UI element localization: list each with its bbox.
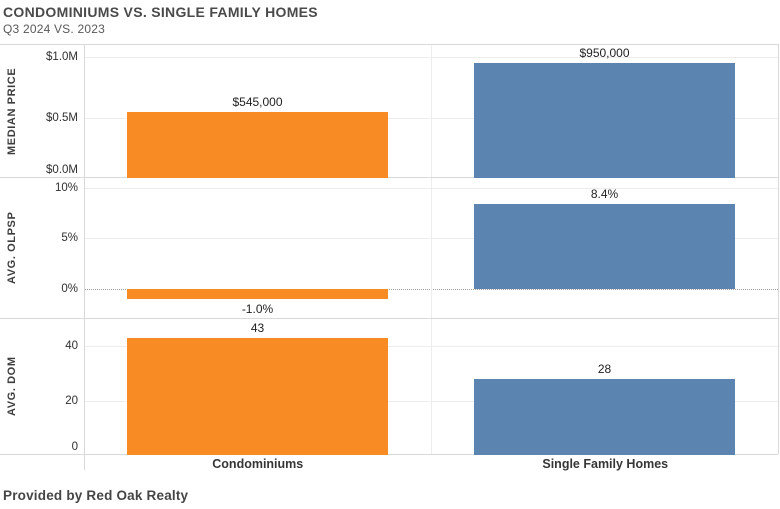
y-tick-label: $0.0M <box>46 164 78 176</box>
y-tick-label: 0 <box>71 441 78 453</box>
bar-condominiums-avg-olpsp <box>127 288 388 299</box>
y-axis-title: AVG. OLPSP <box>6 211 18 285</box>
y-tick-label: 5% <box>61 232 78 245</box>
category-label-condominiums: Condominiums <box>212 457 304 471</box>
y-tick-label: 20 <box>65 394 78 407</box>
bar-condominiums-avg-dom <box>127 338 388 455</box>
chart-title: CONDOMINIUMS VS. SINGLE FAMILY HOMES <box>3 4 318 20</box>
bar-single-family-homes-avg-dom <box>474 378 735 455</box>
panel-avg-olpsp: AVG. OLPSP 0% 5% 10% -1.0% 8.4% <box>0 178 778 319</box>
bar-value-label: 28 <box>597 361 612 376</box>
bar-single-family-homes-median-price <box>474 63 735 178</box>
y-tick-label: 40 <box>65 340 78 353</box>
panel-avg-dom: AVG. DOM 0 20 40 43 28 <box>0 319 778 455</box>
y-axis-line <box>84 44 85 470</box>
column-separator <box>431 319 432 454</box>
bar-value-label: 8.4% <box>590 187 619 202</box>
footer-credit: Provided by Red Oak Realty <box>3 488 189 503</box>
plot-area: -1.0% 8.4% <box>84 178 778 318</box>
chart-subtitle: Q3 2024 VS. 2023 <box>3 22 105 36</box>
category-label-single-family-homes: Single Family Homes <box>542 457 669 471</box>
y-tick-label: 10% <box>54 182 78 195</box>
bar-value-label: $950,000 <box>579 46 630 61</box>
y-tick-label: 0% <box>61 282 78 295</box>
bar-value-label: -1.0% <box>241 301 274 316</box>
y-tick-label: $1.0M <box>46 51 78 64</box>
plot-area: $545,000 $950,000 <box>84 45 778 178</box>
column-separator <box>431 178 432 318</box>
bar-condominiums-median-price <box>127 112 388 178</box>
bar-single-family-homes-avg-olpsp <box>474 204 735 289</box>
category-axis: Condominiums Single Family Homes <box>84 457 779 473</box>
bar-value-label: $545,000 <box>232 95 283 110</box>
column-separator <box>431 45 432 177</box>
plot-area: 43 28 <box>84 319 778 455</box>
plot-region: MEDIAN PRICE $0.0M $0.5M $1.0M $545,000 $950,… <box>0 44 779 455</box>
bar-value-label: 43 <box>250 321 265 336</box>
y-tick-label: $0.5M <box>46 111 78 124</box>
panel-median-price: MEDIAN PRICE $0.0M $0.5M $1.0M $545,000 $950,… <box>0 45 778 178</box>
